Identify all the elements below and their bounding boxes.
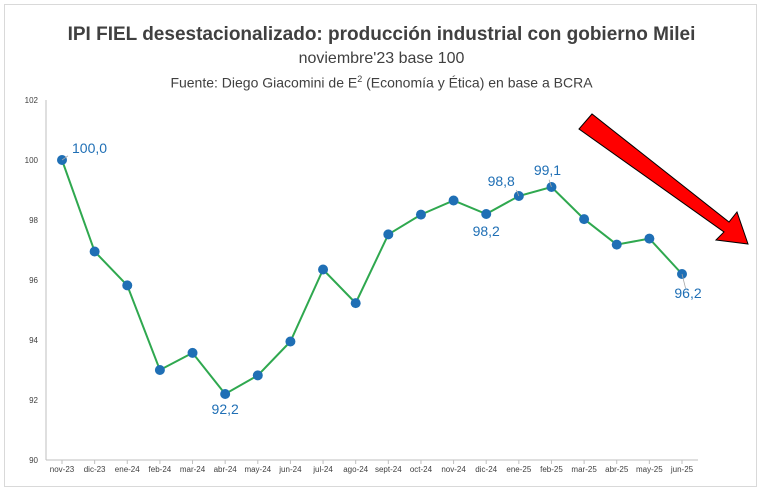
x-tick-label: oct-24 <box>410 465 433 474</box>
data-point <box>644 233 655 244</box>
source-superscript: 2 <box>357 74 363 84</box>
data-label-leader <box>548 179 552 188</box>
x-tick-label: ene-24 <box>115 465 140 474</box>
data-label: 99,1 <box>534 162 561 178</box>
x-tick-label: mar-24 <box>180 465 206 474</box>
data-point <box>154 365 165 375</box>
downtrend-arrow <box>578 113 749 245</box>
chart-subtitle: noviembre'23 base 100 <box>298 50 465 67</box>
x-tick-label: mar-25 <box>571 465 597 474</box>
data-label: 96,2 <box>674 285 701 301</box>
x-tick-label: may-25 <box>636 465 663 474</box>
x-tick-label: may-24 <box>244 465 271 474</box>
x-tick-label: feb-24 <box>149 465 172 474</box>
data-point <box>611 239 622 250</box>
arrow-shape <box>578 113 749 245</box>
x-tick-label: dic-24 <box>475 465 497 474</box>
y-tick-label: 94 <box>29 336 38 345</box>
data-label-leader <box>681 273 686 289</box>
data-point <box>448 195 459 206</box>
data-label: 98,8 <box>488 173 515 189</box>
data-point <box>252 370 263 381</box>
x-tick-label: jun-24 <box>278 465 302 474</box>
x-tick-label: nov-23 <box>50 465 75 474</box>
y-tick-label: 100 <box>25 156 39 165</box>
x-tick-label: dic-23 <box>84 465 106 474</box>
y-tick-label: 90 <box>29 456 38 465</box>
series-line <box>61 159 683 396</box>
x-tick-label: abr-24 <box>214 465 238 474</box>
data-label: 92,2 <box>212 401 239 417</box>
data-point <box>481 209 492 219</box>
data-point <box>415 209 426 220</box>
data-label-leader <box>516 189 520 197</box>
data-point <box>318 264 329 275</box>
chart-frame <box>4 4 757 487</box>
data-point <box>383 229 394 240</box>
data-point <box>122 280 133 291</box>
data-point <box>89 246 100 257</box>
x-tick-label: jul-24 <box>312 465 333 474</box>
x-tick-label: ago-24 <box>343 465 368 474</box>
y-tick-label: 102 <box>25 96 39 105</box>
y-tick-label: 98 <box>29 216 38 225</box>
data-point <box>285 336 296 347</box>
x-tick-label: ene-25 <box>506 465 531 474</box>
data-point <box>220 389 231 399</box>
x-tick-label: abr-25 <box>605 465 629 474</box>
x-tick-label: sept-24 <box>375 465 402 474</box>
x-tick-label: jun-25 <box>670 465 694 474</box>
x-tick-label: nov-24 <box>441 465 466 474</box>
chart-title: IPI FIEL desestacionalizado: producción … <box>67 24 696 45</box>
x-tick-label: feb-25 <box>540 465 563 474</box>
data-label-leader <box>61 155 69 161</box>
data-point <box>579 214 590 225</box>
source-prefix: Fuente: Diego Giacomini de E <box>170 74 358 91</box>
chart-source: Fuente: Diego Giacomini de E2 (Economía … <box>0 74 763 91</box>
data-point <box>187 347 198 358</box>
source-suffix: (Economía y Ética) en base a BCRA <box>362 74 593 91</box>
data-point <box>350 298 361 309</box>
y-tick-label: 92 <box>29 396 38 405</box>
data-label: 100,0 <box>72 140 107 156</box>
y-tick-label: 96 <box>29 276 38 285</box>
data-label: 98,2 <box>473 223 500 239</box>
